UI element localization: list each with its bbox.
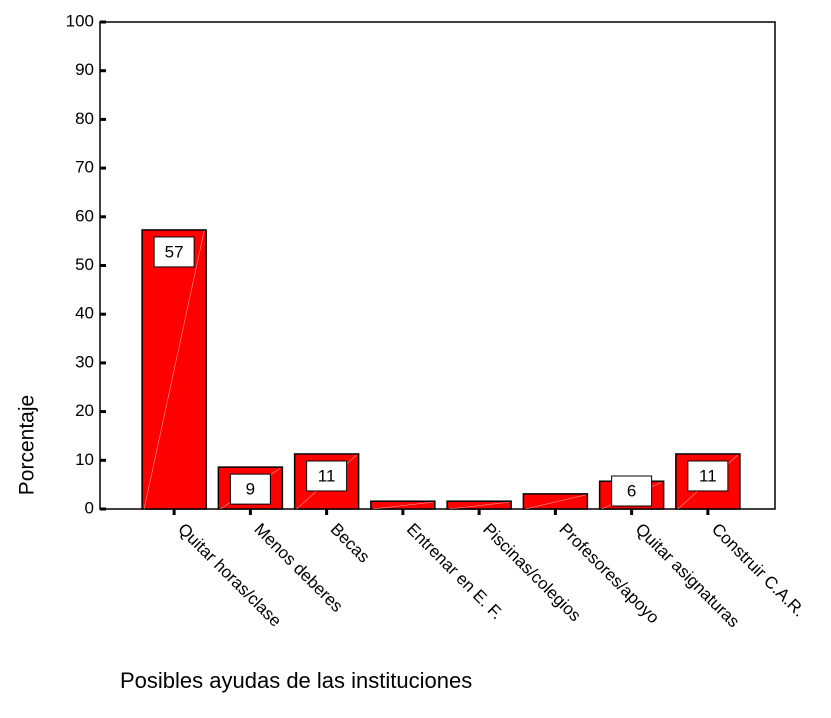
y-tick-label: 10	[75, 450, 94, 469]
y-axis-label: Porcentaje	[16, 395, 39, 495]
x-tick-label: Becas	[327, 520, 374, 567]
x-axis-label: Posibles ayudas de las instituciones	[120, 668, 472, 693]
y-tick-label: 100	[66, 11, 94, 30]
value-label: 9	[246, 480, 255, 499]
value-label: 11	[318, 466, 336, 485]
value-label: 57	[165, 242, 184, 261]
value-label-box	[611, 475, 653, 507]
bar	[522, 493, 589, 510]
value-label-box	[229, 473, 271, 505]
y-tick-label: 90	[75, 60, 94, 79]
y-tick-label: 30	[75, 352, 94, 371]
value-label: 11	[699, 466, 717, 485]
value-label-box	[687, 460, 729, 492]
value-label-box	[153, 236, 195, 268]
bar-shade	[449, 501, 510, 510]
y-tick-label: 80	[75, 109, 94, 128]
bar-shade	[525, 494, 586, 510]
bar	[446, 500, 512, 510]
value-label: 6	[627, 481, 636, 500]
y-tick-label: 20	[75, 401, 94, 420]
bar	[370, 500, 436, 510]
y-tick-label: 60	[75, 206, 94, 225]
bar-shade	[372, 501, 433, 510]
y-tick-label: 70	[75, 158, 94, 177]
y-tick-label: 40	[75, 304, 94, 323]
y-tick-label: 50	[75, 255, 94, 274]
value-label-box	[306, 460, 348, 492]
y-tick-label: 0	[85, 498, 94, 517]
bar-shade	[143, 230, 205, 510]
